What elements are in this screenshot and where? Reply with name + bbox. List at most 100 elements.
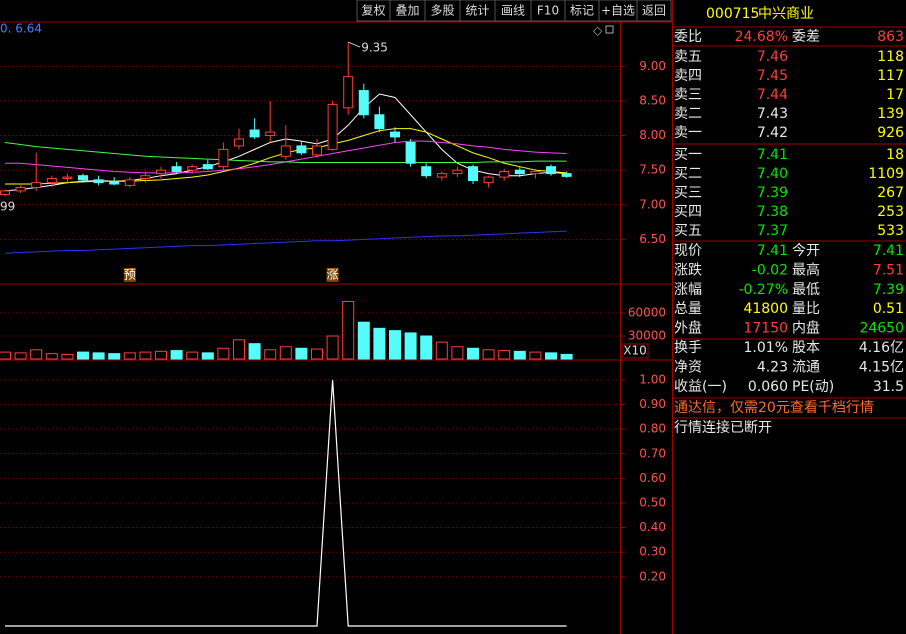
volume-bar (342, 300, 355, 360)
ask-volume: 17 (886, 87, 904, 103)
candle-body (202, 164, 213, 170)
ask-label: 卖五 (674, 49, 702, 65)
y-tick-label: 0.80 (639, 422, 666, 436)
y-tick-label: 7.50 (639, 163, 666, 177)
bid-label: 买一 (674, 147, 702, 163)
connection-status: 行情连接已断开 (674, 419, 772, 436)
candle-body (561, 173, 572, 177)
field-label: 涨幅 (674, 282, 702, 298)
candle-body (312, 145, 322, 156)
volume-bar (326, 335, 339, 360)
candle-body (327, 103, 338, 150)
field-label: PE(动) (792, 379, 834, 395)
signal-marker: 预 (124, 268, 136, 282)
ask-price: 7.42 (757, 125, 788, 141)
square-icon[interactable] (605, 25, 614, 34)
ask-label: 卖二 (674, 106, 702, 122)
volume-bar (0, 351, 11, 360)
ask-price: 7.46 (757, 49, 788, 65)
field-value: 1.01% (744, 340, 788, 356)
ask-volume: 117 (877, 68, 904, 84)
bid-price: 7.39 (757, 185, 788, 201)
volume-bar (201, 352, 214, 360)
candle-body (499, 171, 510, 178)
signal-marker-bg (326, 268, 339, 282)
volume-bar (92, 352, 105, 360)
field-label: 最低 (792, 282, 820, 298)
candle-body (296, 145, 307, 154)
field-value: 0.51 (873, 301, 904, 317)
candle-body (374, 114, 385, 130)
candle-body (234, 138, 244, 147)
volume-bar (186, 351, 199, 360)
bid-label: 买五 (674, 223, 702, 239)
unit-label: X10 (623, 344, 647, 358)
diamond-icon[interactable]: ◇ (593, 24, 603, 38)
field-value: 7.41 (757, 243, 788, 259)
volume-bar (233, 339, 245, 360)
y-tick-label: 0.70 (639, 446, 666, 460)
candle-body (452, 169, 463, 175)
volume-bar (14, 352, 27, 360)
ask-price: 7.45 (757, 68, 788, 84)
toolbar-label[interactable]: 画线 (501, 4, 525, 18)
ask-price: 7.43 (757, 106, 788, 122)
field-label: 涨跌 (674, 262, 702, 278)
volume-bar (404, 332, 417, 360)
candle-body (343, 76, 354, 109)
y-tick-label: 6.50 (639, 232, 666, 246)
field-label: 换手 (674, 339, 702, 356)
volume-bar (311, 348, 323, 360)
candle-body (265, 131, 276, 137)
field-value: 31.5 (873, 379, 904, 395)
field-value: 863 (877, 29, 904, 45)
bid-price: 7.41 (757, 147, 788, 163)
toolbar-label[interactable]: +自选 (601, 4, 635, 18)
signal-marker: 涨 (327, 267, 339, 282)
toolbar-label[interactable]: 返回 (642, 4, 666, 18)
field-label: 现价 (674, 243, 702, 259)
bid-volume: 1109 (868, 166, 904, 182)
field-label: 净资 (674, 359, 702, 375)
notice-link[interactable]: 通达信，仅需20元查看千档行情 (674, 400, 874, 416)
field-value: -0.27% (738, 282, 788, 298)
toolbar-label[interactable]: 叠加 (395, 4, 419, 18)
field-value: 4.23 (757, 359, 788, 375)
volume-bar (45, 353, 58, 360)
volume-bar (482, 349, 495, 360)
bid-volume: 267 (877, 185, 904, 201)
ask-price: 7.44 (757, 87, 788, 103)
toolbar-label[interactable]: 复权 (361, 4, 385, 18)
candle-body (483, 176, 494, 184)
volume-bar (61, 353, 74, 360)
bid-volume: 533 (877, 223, 904, 239)
field-value: 7.51 (873, 262, 904, 278)
volume-bar (420, 335, 433, 360)
ask-volume: 926 (877, 125, 904, 141)
toolbar-label[interactable]: 统计 (465, 4, 489, 18)
toolbar-label[interactable]: 标记 (570, 4, 594, 18)
y-tick-label: 0.40 (639, 520, 666, 534)
field-label: 量比 (792, 301, 820, 317)
toolbar-button[interactable] (636, 0, 672, 22)
field-value: 7.39 (873, 282, 904, 298)
corner-label: 0. 6.64 (0, 22, 42, 36)
stock-code: 000715 (706, 6, 759, 22)
field-value: 24650 (859, 321, 904, 337)
ask-label: 卖一 (674, 125, 702, 141)
field-label: 内盘 (792, 320, 820, 337)
toolbar-label[interactable]: F10 (537, 4, 559, 18)
candle-body (140, 175, 151, 179)
volume-bar (264, 349, 277, 360)
high-label: 9.35 (361, 41, 388, 55)
candle-body (530, 171, 541, 175)
field-value: 4.15亿 (859, 359, 904, 375)
ma-line (4, 141, 567, 164)
field-label: 最高 (792, 261, 820, 278)
toolbar-label[interactable]: 多股 (430, 4, 454, 18)
volume-bar (217, 347, 230, 360)
bid-label: 买三 (674, 185, 702, 201)
field-value: 17150 (743, 321, 788, 337)
candle-body (124, 179, 135, 186)
